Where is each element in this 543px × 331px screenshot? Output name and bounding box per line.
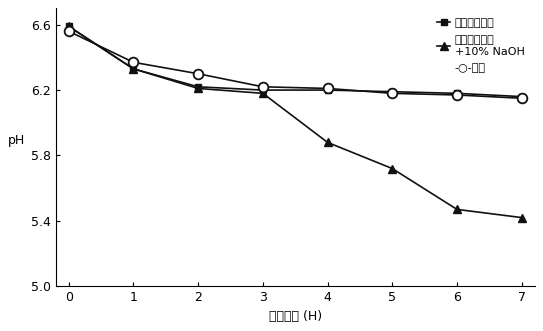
グレープ果汁: [454, 91, 460, 95]
Line: グレープ果汁
+10% NaOH: グレープ果汁 +10% NaOH: [65, 22, 526, 222]
グレープ果汁: [389, 90, 395, 94]
Y-axis label: pH: pH: [8, 134, 26, 147]
グレープ果汁: [65, 24, 72, 28]
Line: グレープ果汁: グレープ果汁: [65, 23, 525, 100]
グレープ果汁
+10% NaOH: [65, 24, 72, 28]
対照: [324, 86, 331, 90]
対照: [130, 60, 137, 64]
グレープ果汁: [260, 88, 266, 92]
対照: [519, 96, 525, 100]
対照: [454, 93, 460, 97]
グレープ果汁: [519, 95, 525, 99]
グレープ果汁: [195, 85, 201, 89]
Legend: グレープ果汁, グレープ果汁
+10% NaOH, -○-対照: グレープ果汁, グレープ果汁 +10% NaOH, -○-対照: [433, 14, 529, 78]
Line: 対照: 対照: [64, 26, 527, 103]
グレープ果汁
+10% NaOH: [195, 86, 201, 90]
グレープ果汁
+10% NaOH: [130, 67, 137, 71]
グレープ果汁
+10% NaOH: [389, 166, 395, 170]
X-axis label: 発酵時間 (H): 発酵時間 (H): [269, 310, 322, 323]
対照: [65, 29, 72, 33]
グレープ果汁
+10% NaOH: [324, 140, 331, 144]
対照: [389, 91, 395, 95]
グレープ果汁: [324, 88, 331, 92]
グレープ果汁
+10% NaOH: [260, 91, 266, 95]
グレープ果汁
+10% NaOH: [519, 215, 525, 219]
対照: [195, 72, 201, 76]
グレープ果汁: [130, 67, 137, 71]
グレープ果汁
+10% NaOH: [454, 208, 460, 212]
対照: [260, 85, 266, 89]
